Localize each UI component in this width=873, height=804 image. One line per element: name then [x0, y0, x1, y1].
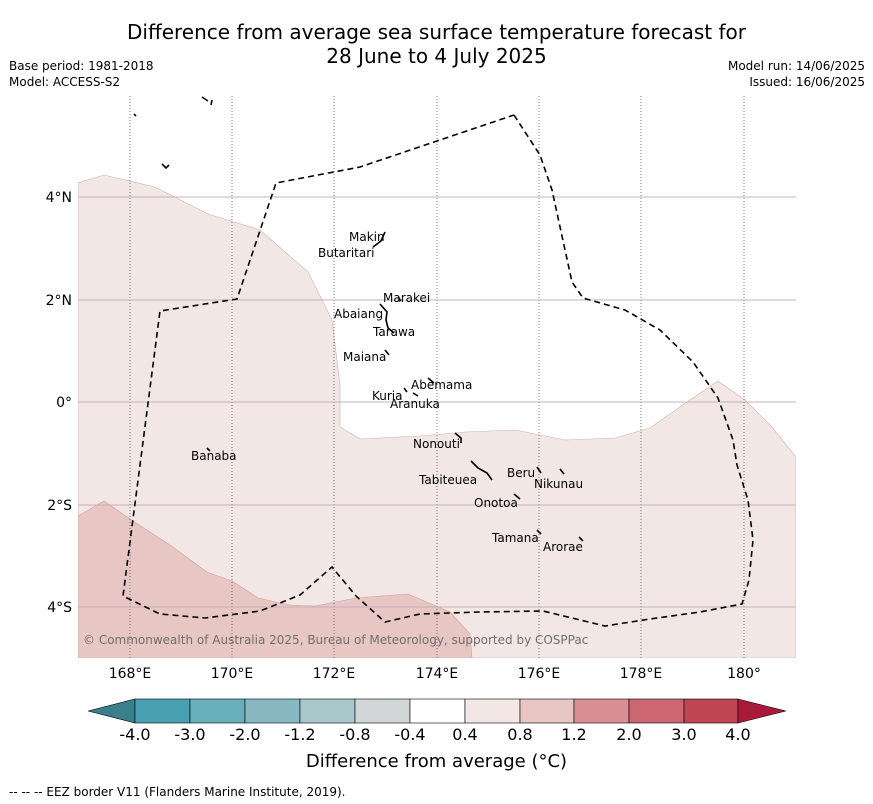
island-label-aranuka: Aranuka: [390, 397, 440, 411]
lat-label-4n: 4°N: [46, 190, 72, 206]
island-label-makin: Makin: [349, 230, 385, 244]
title-line-1: Difference from average sea surface temp…: [126, 20, 746, 44]
meta-right: Model run: 14/06/2025 Issued: 16/06/2025: [728, 58, 865, 90]
latitude-gridlines: [78, 196, 796, 608]
lon-label-170e: 170°E: [211, 666, 254, 682]
lat-label-0: 0°: [56, 395, 72, 411]
colorbar-tick: -2.0: [229, 725, 260, 744]
model-text: Model: ACCESS-S2: [9, 75, 121, 89]
colorbar-title: Difference from average (°C): [305, 751, 568, 772]
colorbar-segment: [573, 698, 630, 724]
colorbar-tick: 2.0: [616, 725, 641, 744]
island-label-onotoa: Onotoa: [474, 496, 518, 510]
anomaly-band-medium: [78, 500, 473, 658]
colorbar-segment: [189, 698, 246, 724]
lon-label-178e: 178°E: [620, 666, 663, 682]
island-label-maiana: Maiana: [343, 350, 386, 364]
island-label-marakei: Marakei: [383, 291, 430, 305]
eez-border: [122, 114, 754, 627]
colorbar-extend-low: [87, 698, 136, 724]
base-period-text: Base period: 1981-2018: [9, 59, 154, 73]
colorbar-tick: -0.8: [339, 725, 370, 744]
lon-label-180: 180°: [727, 666, 761, 682]
island-label-arorae: Arorae: [543, 540, 583, 554]
colorbar-tick: 4.0: [725, 725, 750, 744]
latitude-labels: 4°N 2°N 0° 2°S 4°S: [46, 190, 73, 616]
map-plot-area: Makin Butaritari Marakei Abaiang Tarawa …: [78, 96, 796, 658]
island-label-abaiang: Abaiang: [334, 307, 383, 321]
eez-legend-text: -- -- -- EEZ border V11 (Flanders Marine…: [9, 785, 346, 799]
model-run-text: Model run: 14/06/2025: [727, 59, 865, 73]
island-label-butaritari: Butaritari: [318, 246, 375, 260]
colorbar-tick: -0.4: [394, 725, 425, 744]
colorbar-tick: 0.8: [507, 725, 532, 744]
longitude-gridlines: [129, 96, 745, 658]
colorbar-segment: [519, 698, 575, 724]
lat-label-4s: 4°S: [47, 600, 72, 616]
island-label-tabiteuea: Tabiteuea: [418, 473, 477, 487]
island-label-kuria: Kuria: [372, 389, 403, 403]
colorbar-tick: -3.0: [174, 725, 205, 744]
colorbar-tick: 1.2: [561, 725, 586, 744]
colorbar-segment: [628, 698, 685, 724]
lon-label-176e: 176°E: [518, 666, 561, 682]
colorbar: [87, 698, 787, 724]
colorbar-segment: [244, 698, 301, 724]
colorbar-segment: [409, 698, 466, 724]
colorbar-tick: -4.0: [119, 725, 150, 744]
copyright-text: © Commonwealth of Australia 2025, Bureau…: [83, 633, 588, 647]
title-line-2: 28 June to 4 July 2025: [326, 44, 547, 68]
colorbar-ticks: -4.0 -3.0 -2.0 -1.2 -0.8 -0.4 0.4 0.8 1.…: [119, 725, 750, 744]
lat-label-2n: 2°N: [46, 293, 72, 309]
lon-label-172e: 172°E: [313, 666, 356, 682]
meta-left: Base period: 1981-2018 Model: ACCESS-S2: [9, 58, 154, 90]
colorbar-tick: -1.2: [284, 725, 315, 744]
colorbar-tick: 3.0: [671, 725, 696, 744]
island-label-beru: Beru: [507, 466, 535, 480]
lat-label-2s: 2°S: [47, 498, 72, 514]
colorbar-segment: [299, 698, 356, 724]
colorbar-extend-high: [737, 698, 787, 724]
longitude-labels: 168°E 170°E 172°E 174°E 176°E 178°E 180°: [109, 666, 761, 682]
island-label-tarawa: Tarawa: [372, 325, 415, 339]
colorbar-segment: [683, 698, 739, 724]
colorbar-segment: [354, 698, 411, 724]
colorbar-tick: 0.4: [452, 725, 477, 744]
island-label-nonouti: Nonouti: [413, 437, 460, 451]
island-label-tamana: Tamana: [491, 531, 539, 545]
island-label-nikunau: Nikunau: [534, 477, 583, 491]
colorbar-segment: [134, 698, 191, 724]
colorbar-segment: [464, 698, 521, 724]
anomaly-band-light: [78, 174, 796, 658]
chart-title: Difference from average sea surface temp…: [0, 20, 873, 68]
lon-label-168e: 168°E: [109, 666, 152, 682]
island-label-abemama: Abemama: [411, 378, 472, 392]
issued-text: Issued: 16/06/2025: [749, 75, 865, 89]
island-label-banaba: Banaba: [191, 449, 237, 463]
island-labels: Makin Butaritari Marakei Abaiang Tarawa …: [191, 230, 583, 554]
island-outlines: [133, 96, 584, 542]
lon-label-174e: 174°E: [416, 666, 459, 682]
